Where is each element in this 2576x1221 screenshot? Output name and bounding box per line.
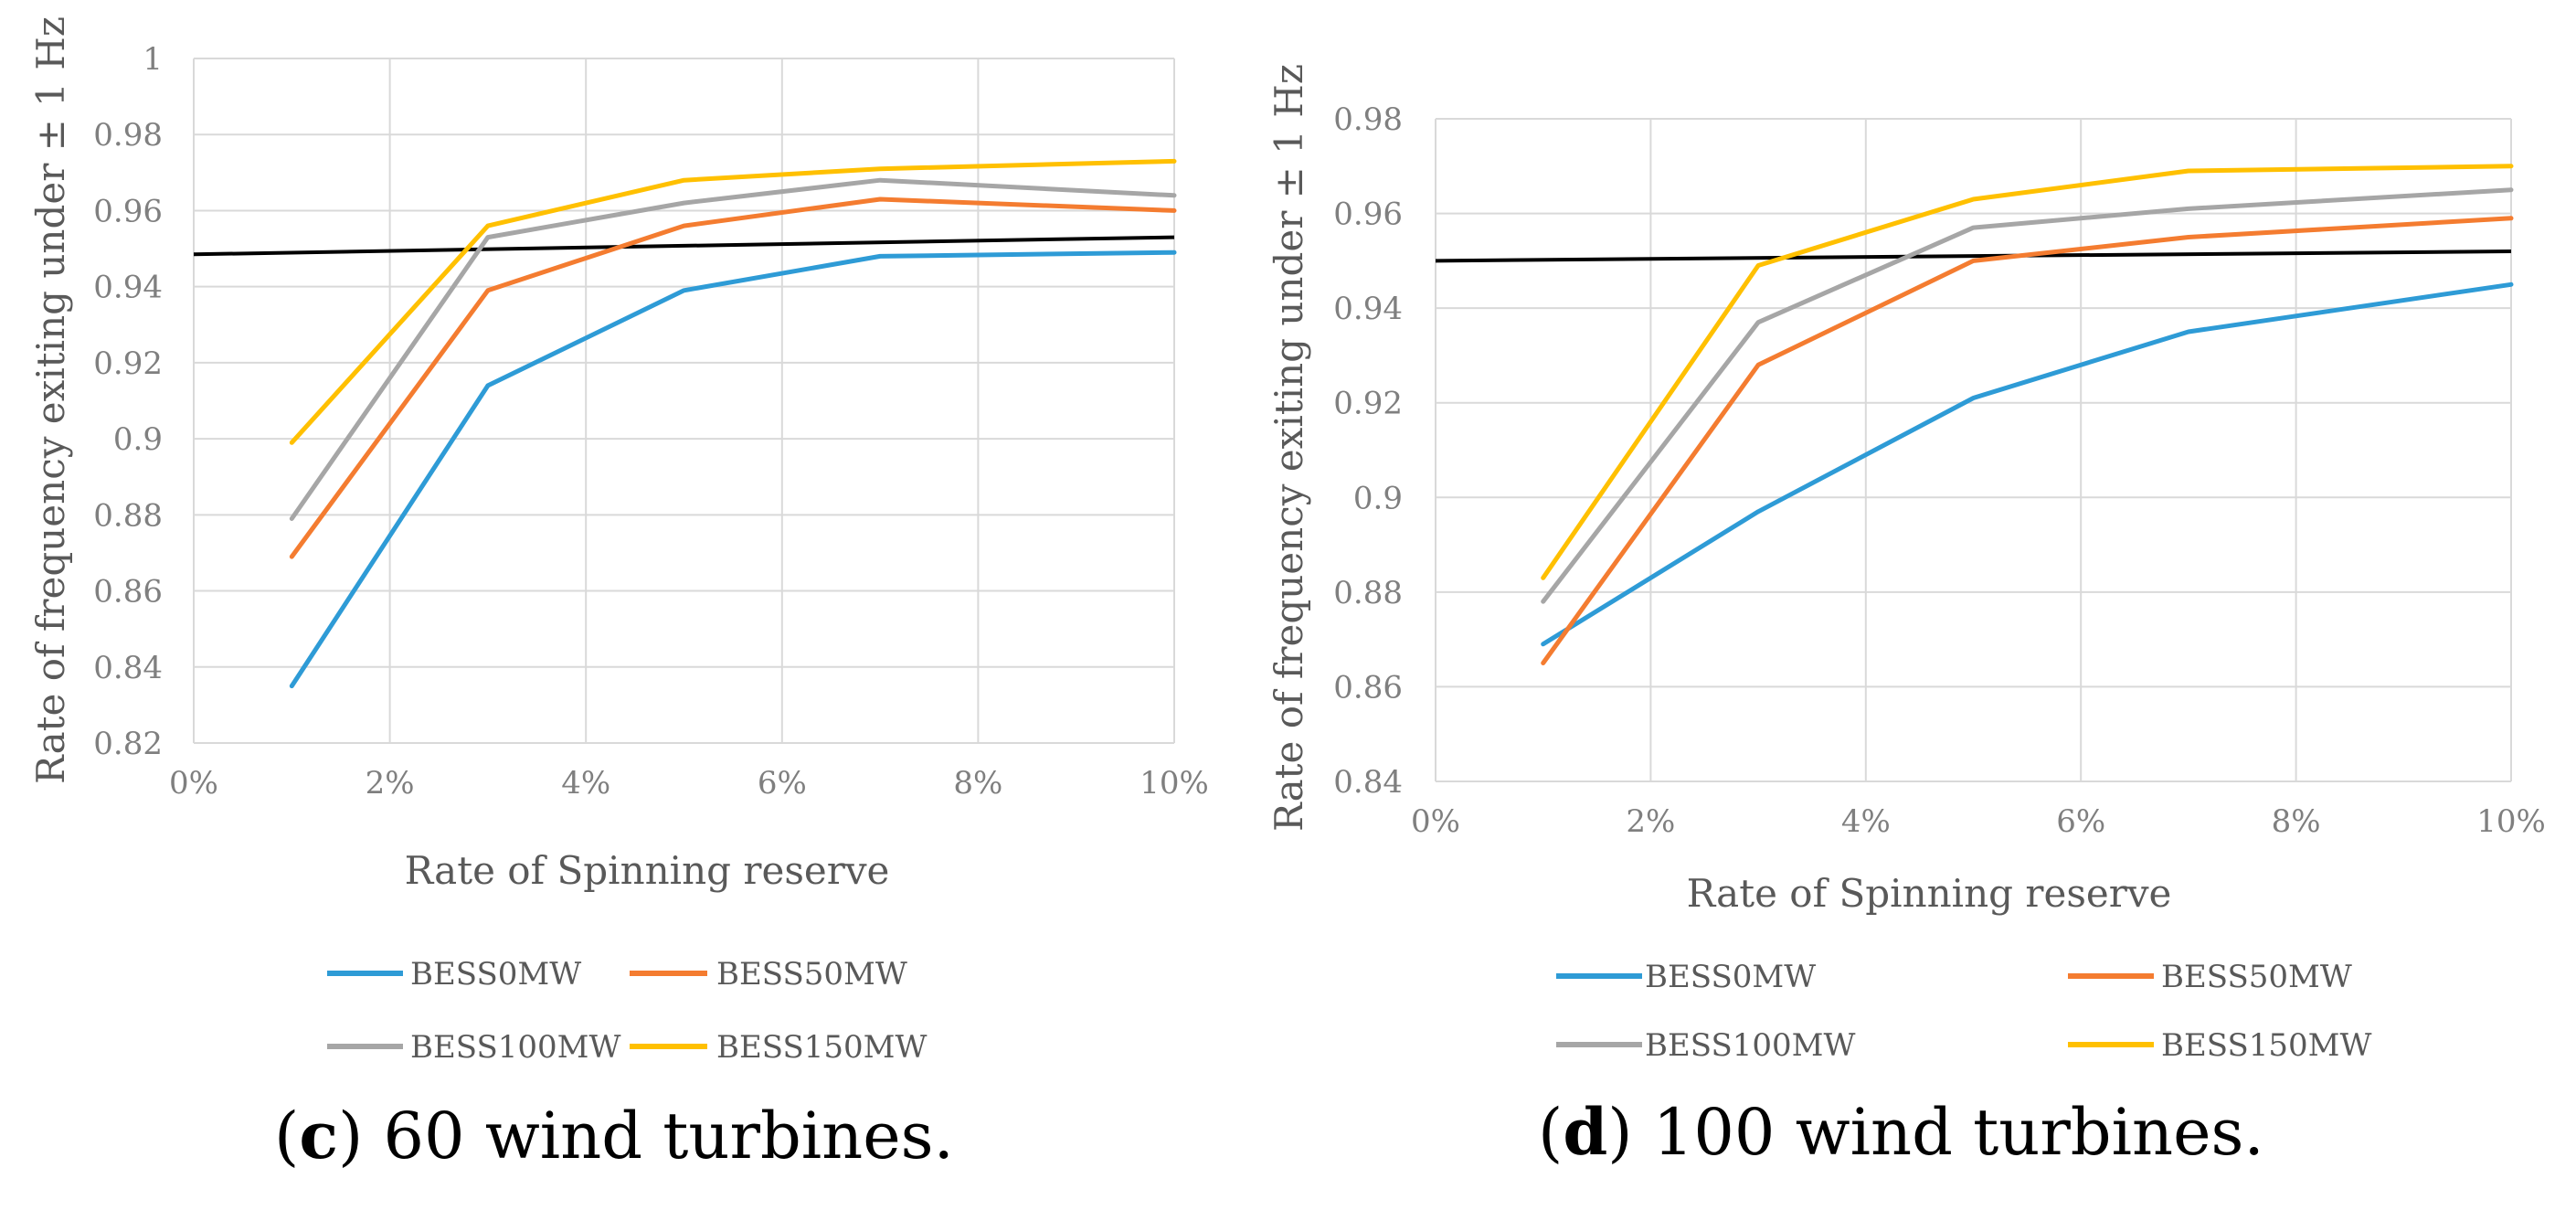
caption-close: ) (338, 1099, 363, 1173)
caption-letter: c (299, 1098, 338, 1173)
y-tick-label: 1 (143, 41, 163, 78)
y-axis-label: Rate of frequency exiting under ± 1 Hz (1267, 64, 1311, 832)
x-tick-label: 10% (2476, 803, 2546, 840)
x-tick-label: 2% (1626, 803, 1675, 840)
panel-caption: (d) 100 wind turbines. (1538, 1094, 2264, 1170)
panel-caption: (c) 60 wind turbines. (274, 1098, 954, 1173)
series-line-bess50mw (1541, 216, 2514, 665)
y-tick-label: 0.88 (93, 497, 163, 534)
x-tick-label: 0% (1411, 803, 1460, 840)
x-tick-label: 6% (758, 765, 807, 802)
caption-close: ) (1607, 1095, 1632, 1170)
legend-label: BESS50MW (2161, 959, 2352, 995)
y-tick-label: 0.92 (93, 345, 163, 382)
series-line-bess150mw (289, 158, 1177, 445)
caption-text: 100 wind turbines. (1633, 1095, 2264, 1170)
caption-open: ( (1538, 1095, 1563, 1170)
legend-label: BESS0MW (1645, 959, 1816, 995)
x-tick-label: 2% (366, 765, 415, 802)
legend-label: BESS100MW (410, 1029, 621, 1066)
y-tick-label: 0.94 (1333, 291, 1403, 327)
series-line-bess0mw (1541, 281, 2514, 647)
x-tick-label: 4% (1841, 803, 1891, 840)
x-tick-label: 0% (169, 765, 218, 802)
legend-label: BESS100MW (1645, 1027, 1856, 1064)
x-tick-label: 6% (2056, 803, 2105, 840)
y-tick-label: 0.92 (1333, 386, 1403, 422)
series-line-bess50mw (289, 196, 1177, 559)
x-axis-label: Rate of Spinning reserve (405, 848, 890, 893)
series-line-bess100mw (289, 177, 1177, 521)
series-line-bess150mw (1541, 164, 2514, 580)
y-tick-label: 0.9 (1353, 480, 1403, 516)
y-tick-label: 0.86 (1333, 669, 1403, 706)
reference-line (1435, 250, 2512, 263)
series-line-bess100mw (1541, 187, 2514, 604)
y-tick-label: 0.84 (1333, 764, 1403, 801)
reference-line (193, 235, 1175, 257)
y-axis-label: Rate of frequency exiting under ± 1 Hz (28, 16, 73, 784)
y-tick-label: 0.88 (1333, 575, 1403, 611)
x-tick-label: 10% (1140, 765, 1209, 802)
legend-label: BESS0MW (410, 956, 581, 993)
x-tick-label: 4% (561, 765, 610, 802)
legend-label: BESS50MW (716, 956, 907, 993)
y-tick-label: 0.96 (1333, 196, 1403, 233)
y-tick-label: 0.9 (113, 421, 163, 458)
y-tick-label: 0.86 (93, 574, 163, 610)
y-tick-label: 0.98 (93, 117, 163, 154)
y-tick-label: 0.94 (93, 270, 163, 306)
x-tick-label: 8% (953, 765, 1002, 802)
caption-open: ( (274, 1099, 299, 1173)
caption-letter: d (1563, 1094, 1607, 1170)
caption-text: 60 wind turbines. (363, 1099, 954, 1173)
y-tick-label: 0.98 (1333, 101, 1403, 138)
x-tick-label: 8% (2272, 803, 2321, 840)
y-tick-label: 0.82 (93, 726, 163, 762)
y-tick-label: 0.84 (93, 650, 163, 686)
series-line-bess0mw (289, 250, 1177, 689)
legend-label: BESS150MW (2161, 1027, 2372, 1064)
y-tick-label: 0.96 (93, 193, 163, 229)
x-axis-label: Rate of Spinning reserve (1687, 871, 2172, 916)
legend-label: BESS150MW (716, 1029, 928, 1066)
